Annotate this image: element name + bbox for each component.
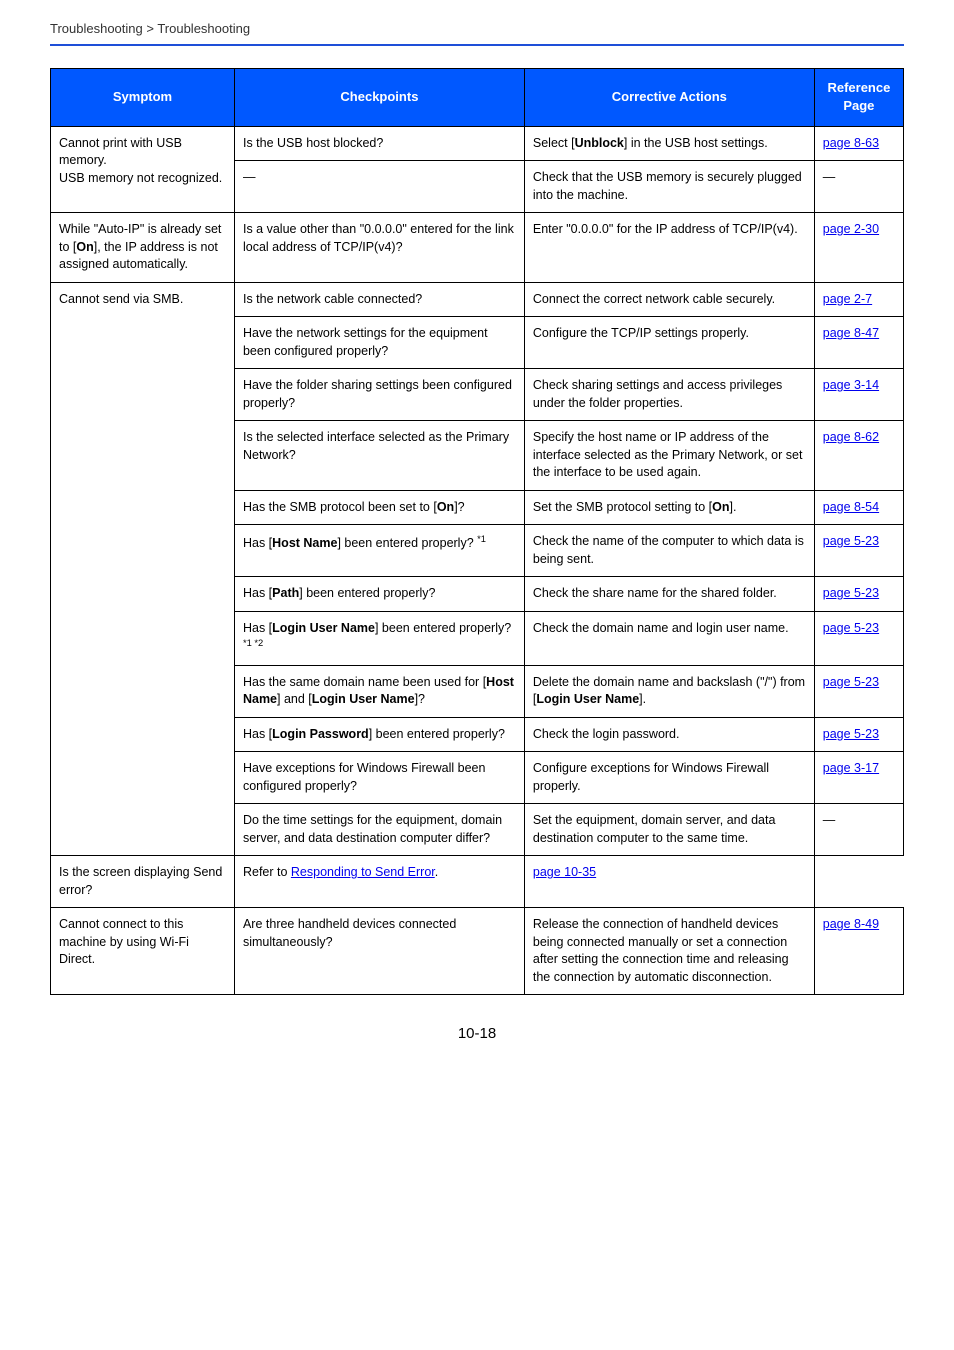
cell-corrective: Configure the TCP/IP settings properly. (524, 317, 814, 369)
reference-link[interactable]: page 8-47 (823, 326, 879, 340)
cell-corrective: Configure exceptions for Windows Firewal… (524, 752, 814, 804)
cell-reference: page 8-47 (814, 317, 903, 369)
th-reference: Reference Page (814, 69, 903, 126)
cell-reference: — (814, 804, 903, 856)
cell-reference: page 8-63 (814, 126, 903, 161)
table-row: Cannot send via SMB. Is the network cabl… (51, 282, 904, 317)
cell-checkpoint: Is the selected interface selected as th… (234, 421, 524, 491)
th-corrective: Corrective Actions (524, 69, 814, 126)
cell-checkpoint: Have the folder sharing settings been co… (234, 369, 524, 421)
cell-checkpoint: Are three handheld devices connected sim… (234, 908, 524, 995)
reference-link[interactable]: page 5-23 (823, 675, 879, 689)
reference-link[interactable]: page 2-30 (823, 222, 879, 236)
cell-reference: page 10-35 (524, 856, 814, 908)
th-symptom: Symptom (51, 69, 235, 126)
reference-link[interactable]: page 5-23 (823, 534, 879, 548)
reference-link[interactable]: page 5-23 (823, 727, 879, 741)
reference-link[interactable]: page 8-54 (823, 500, 879, 514)
cell-corrective: Check sharing settings and access privil… (524, 369, 814, 421)
cell-reference: page 5-23 (814, 717, 903, 752)
th-checkpoints: Checkpoints (234, 69, 524, 126)
inline-link[interactable]: Responding to Send Error (291, 865, 435, 879)
cell-reference: page 8-62 (814, 421, 903, 491)
reference-link[interactable]: page 5-23 (823, 621, 879, 635)
reference-link[interactable]: page 3-17 (823, 761, 879, 775)
cell-reference: page 2-7 (814, 282, 903, 317)
table-row: Cannot print with USB memory. USB memory… (51, 126, 904, 161)
cell-corrective: Check the domain name and login user nam… (524, 611, 814, 665)
page-number: 10-18 (50, 1023, 904, 1044)
reference-link[interactable]: page 8-62 (823, 430, 879, 444)
reference-link[interactable]: page 8-63 (823, 136, 879, 150)
cell-symptom: While "Auto-IP" is already set to [On], … (51, 213, 235, 283)
cell-corrective: Enter "0.0.0.0" for the IP address of TC… (524, 213, 814, 283)
cell-corrective: Connect the correct network cable secure… (524, 282, 814, 317)
cell-checkpoint: Do the time settings for the equipment, … (234, 804, 524, 856)
cell-checkpoint: Has the SMB protocol been set to [On]? (234, 490, 524, 525)
cell-symptom: Cannot print with USB memory. USB memory… (51, 126, 235, 213)
cell-corrective: Release the connection of handheld devic… (524, 908, 814, 995)
reference-link[interactable]: page 5-23 (823, 586, 879, 600)
reference-link[interactable]: page 10-35 (533, 865, 596, 879)
troubleshooting-table: Symptom Checkpoints Corrective Actions R… (50, 68, 904, 995)
table-row: Cannot connect to this machine by using … (51, 908, 904, 995)
cell-corrective: Delete the domain name and backslash ("/… (524, 665, 814, 717)
cell-checkpoint: Has [Login Password] been entered proper… (234, 717, 524, 752)
symptom-text: USB memory not recognized. (59, 170, 226, 188)
cell-checkpoint: Have exceptions for Windows Firewall bee… (234, 752, 524, 804)
cell-reference: page 5-23 (814, 525, 903, 577)
header-rule (50, 44, 904, 46)
cell-symptom: Cannot send via SMB. (51, 282, 235, 856)
cell-corrective: Check the share name for the shared fold… (524, 577, 814, 612)
reference-link[interactable]: page 3-14 (823, 378, 879, 392)
cell-reference: page 8-49 (814, 908, 903, 995)
breadcrumb: Troubleshooting > Troubleshooting (50, 20, 904, 44)
symptom-text: Cannot print with USB memory. (59, 135, 226, 170)
cell-corrective: Specify the host name or IP address of t… (524, 421, 814, 491)
cell-symptom: Cannot connect to this machine by using … (51, 908, 235, 995)
reference-link[interactable]: page 8-49 (823, 917, 879, 931)
cell-reference: page 5-23 (814, 577, 903, 612)
cell-checkpoint: Has [Login User Name] been entered prope… (234, 611, 524, 665)
cell-checkpoint: Have the network settings for the equipm… (234, 317, 524, 369)
table-row: Is the screen displaying Send error? Ref… (51, 856, 904, 908)
cell-checkpoint: Is the network cable connected? (234, 282, 524, 317)
cell-corrective: Select [Unblock] in the USB host setting… (524, 126, 814, 161)
cell-corrective: Set the SMB protocol setting to [On]. (524, 490, 814, 525)
cell-corrective: Check the login password. (524, 717, 814, 752)
cell-corrective: Check that the USB memory is securely pl… (524, 161, 814, 213)
cell-reference: page 5-23 (814, 665, 903, 717)
cell-checkpoint: Is a value other than "0.0.0.0" entered … (234, 213, 524, 283)
cell-checkpoint: Is the USB host blocked? (234, 126, 524, 161)
cell-checkpoint: Has the same domain name been used for [… (234, 665, 524, 717)
cell-reference: page 2-30 (814, 213, 903, 283)
cell-reference: page 5-23 (814, 611, 903, 665)
cell-reference: — (814, 161, 903, 213)
cell-corrective: Set the equipment, domain server, and da… (524, 804, 814, 856)
table-row: While "Auto-IP" is already set to [On], … (51, 213, 904, 283)
cell-checkpoint: Is the screen displaying Send error? (51, 856, 235, 908)
page-container: Troubleshooting > Troubleshooting Sympto… (0, 0, 954, 1084)
cell-reference: page 3-17 (814, 752, 903, 804)
cell-corrective: Check the name of the computer to which … (524, 525, 814, 577)
table-header-row: Symptom Checkpoints Corrective Actions R… (51, 69, 904, 126)
cell-reference: page 3-14 (814, 369, 903, 421)
cell-checkpoint: Has [Path] been entered properly? (234, 577, 524, 612)
reference-link[interactable]: page 2-7 (823, 292, 872, 306)
cell-corrective: Refer to Responding to Send Error. (234, 856, 524, 908)
cell-checkpoint: Has [Host Name] been entered properly? *… (234, 525, 524, 577)
cell-checkpoint: — (234, 161, 524, 213)
cell-reference: page 8-54 (814, 490, 903, 525)
